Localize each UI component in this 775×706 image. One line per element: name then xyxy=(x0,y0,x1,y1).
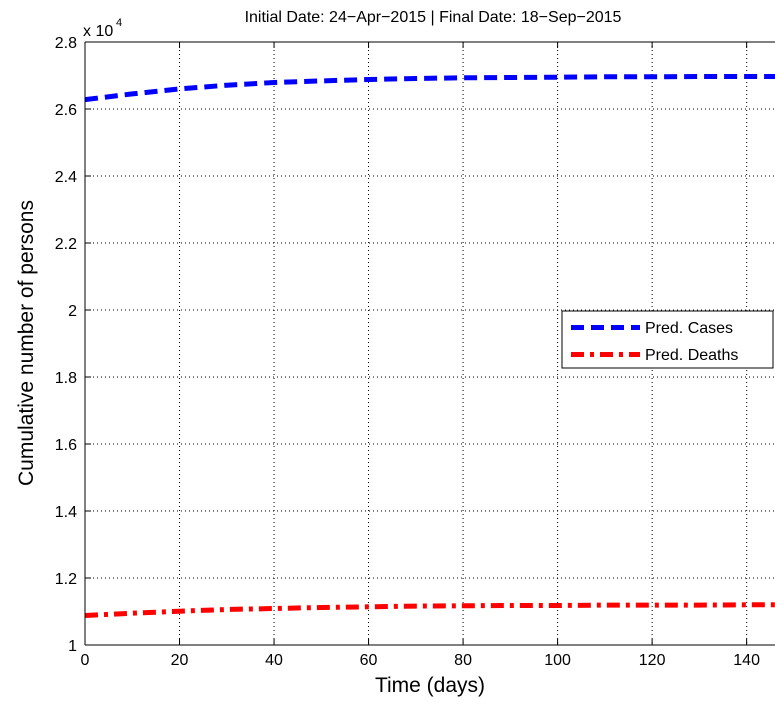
x-tick-label: 60 xyxy=(360,652,378,669)
grid xyxy=(85,42,775,645)
x-tick-label: 20 xyxy=(171,652,189,669)
y-tick-label: 1.4 xyxy=(55,504,77,521)
x-tick-label: 40 xyxy=(265,652,283,669)
legend-label-cases: Pred. Cases xyxy=(645,320,733,337)
legend-box xyxy=(561,310,774,369)
y-multiplier-exponent: 4 xyxy=(116,17,122,29)
y-tick-label: 1.6 xyxy=(55,437,77,454)
y-tick-label: 2.6 xyxy=(55,102,77,119)
ticks: 0 20 40 60 80 100 120 140 1 1.2 1.4 1.6 1.8 2 2.2 2.4 2.… xyxy=(55,35,760,669)
x-tick-label: 80 xyxy=(454,652,472,669)
y-tick-label: 2.8 xyxy=(55,35,77,52)
x-tick-label: 0 xyxy=(81,652,90,669)
series-layer xyxy=(84,74,775,618)
y-tick-label: 2 xyxy=(68,303,77,320)
series-line-pred-cases xyxy=(84,74,775,103)
y-tick-label: 2.2 xyxy=(55,236,77,253)
y-tick-label: 1 xyxy=(68,638,77,655)
chart-title: Initial Date: 24−Apr−2015 | Final Date: … xyxy=(245,9,622,26)
x-tick-label: 120 xyxy=(639,652,666,669)
y-axis-label: Cumulative number of persons xyxy=(15,200,38,486)
axes xyxy=(84,41,775,646)
x-tick-label: 100 xyxy=(544,652,571,669)
y-multiplier-base: x 10 xyxy=(83,23,113,40)
x-tick-label: 140 xyxy=(733,652,760,669)
x-axis-label: Time (days) xyxy=(375,674,485,697)
y-tick-label: 1.2 xyxy=(55,571,77,588)
series-line-pred-deaths xyxy=(84,602,775,618)
legend-label-deaths: Pred. Deaths xyxy=(645,347,738,364)
legend: Pred. Cases Pred. Deaths xyxy=(561,310,774,369)
y-tick-label: 2.4 xyxy=(55,169,77,186)
y-tick-label: 1.8 xyxy=(55,370,77,387)
